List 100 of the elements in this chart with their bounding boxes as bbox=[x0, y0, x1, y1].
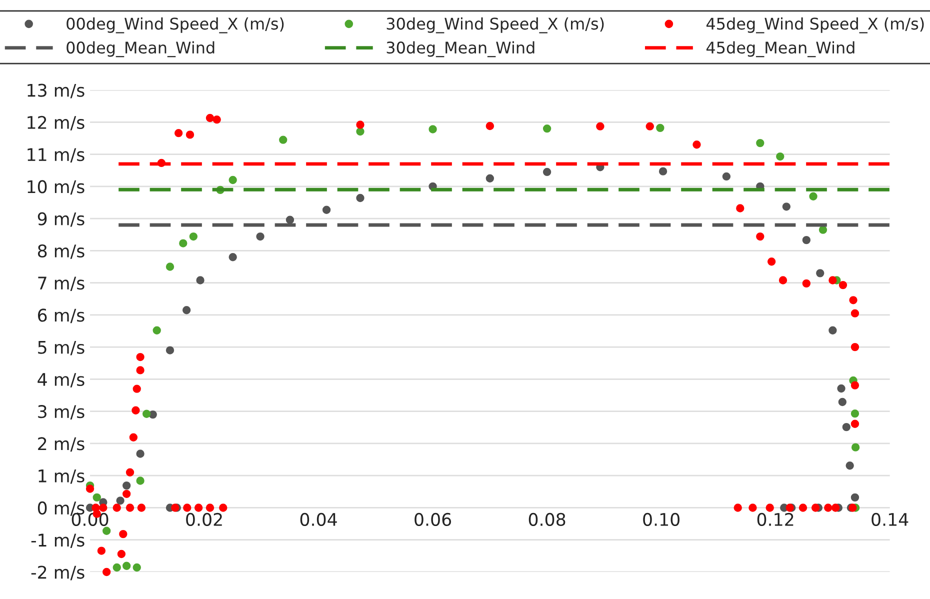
point bbox=[802, 279, 811, 288]
point bbox=[816, 269, 824, 278]
legend-label: 30deg_Mean_Wind bbox=[386, 41, 534, 58]
point bbox=[186, 130, 194, 139]
point bbox=[356, 120, 364, 129]
x-tick-label: 0.10 bbox=[643, 512, 680, 526]
point bbox=[722, 172, 731, 181]
point bbox=[838, 398, 846, 406]
point bbox=[97, 546, 106, 555]
point bbox=[122, 490, 131, 498]
point bbox=[166, 262, 174, 271]
point bbox=[846, 462, 854, 470]
point bbox=[850, 409, 860, 418]
y-tick-label: 7 m/s bbox=[38, 276, 84, 292]
y-tick-label: 10 m/s bbox=[28, 180, 84, 195]
x-tick-label: 0.08 bbox=[528, 512, 566, 526]
point bbox=[212, 115, 221, 124]
point bbox=[756, 232, 764, 241]
point bbox=[809, 192, 818, 200]
point bbox=[818, 226, 828, 234]
point bbox=[849, 296, 858, 304]
point bbox=[850, 420, 860, 428]
point bbox=[486, 174, 494, 182]
y-tick-label: 12 m/s bbox=[28, 116, 84, 130]
y-tick-label: 4 m/s bbox=[38, 373, 84, 388]
y-tick-label: 13 m/s bbox=[28, 84, 84, 98]
y-tick-label: 3 m/s bbox=[38, 405, 84, 420]
point bbox=[92, 504, 100, 512]
legend-label: 00deg_Wind Speed_X (m/s) bbox=[66, 17, 284, 34]
legend-label: 45deg_Mean_Wind bbox=[706, 41, 854, 58]
point bbox=[734, 504, 742, 512]
point bbox=[842, 422, 850, 432]
point bbox=[596, 122, 604, 130]
point bbox=[152, 326, 161, 334]
point bbox=[92, 493, 101, 502]
point bbox=[129, 433, 138, 442]
y-tick-label: 8 m/s bbox=[38, 244, 84, 259]
y-tick-label: 9 m/s bbox=[38, 212, 84, 227]
point bbox=[656, 124, 664, 132]
point bbox=[117, 550, 126, 558]
point bbox=[767, 258, 776, 266]
point bbox=[486, 122, 494, 130]
y-tick-label: 2 m/s bbox=[38, 437, 84, 452]
point bbox=[182, 306, 191, 314]
point bbox=[542, 124, 552, 133]
y-tick-label: 11 m/s bbox=[28, 148, 84, 162]
point bbox=[142, 410, 151, 418]
point bbox=[219, 504, 228, 512]
point bbox=[194, 504, 203, 512]
point bbox=[126, 468, 134, 476]
point bbox=[137, 504, 146, 512]
point bbox=[256, 232, 264, 241]
point bbox=[279, 136, 288, 144]
point bbox=[811, 504, 820, 512]
point bbox=[136, 450, 144, 458]
point bbox=[189, 232, 198, 241]
point bbox=[132, 384, 141, 393]
x-tick-label: 0.14 bbox=[872, 512, 908, 526]
point bbox=[851, 443, 860, 452]
point bbox=[766, 504, 774, 512]
point bbox=[428, 125, 437, 134]
point bbox=[228, 176, 237, 184]
legend-label: 30deg_Wind Speed_X (m/s) bbox=[386, 17, 604, 34]
point bbox=[837, 384, 846, 393]
y-tick-label: -2 m/s bbox=[31, 566, 84, 580]
point bbox=[828, 276, 837, 284]
x-tick-label: 0.06 bbox=[414, 512, 452, 526]
point bbox=[116, 496, 124, 505]
point bbox=[776, 152, 784, 161]
point bbox=[196, 276, 204, 284]
point bbox=[658, 167, 668, 176]
legend-label: 45deg_Wind Speed_X (m/s) bbox=[706, 17, 924, 34]
point bbox=[136, 366, 144, 374]
point bbox=[838, 280, 848, 290]
y-tick-label: 6 m/s bbox=[38, 308, 84, 324]
point bbox=[206, 504, 214, 512]
point bbox=[850, 342, 860, 352]
point bbox=[132, 406, 140, 414]
point bbox=[183, 504, 192, 512]
point bbox=[122, 481, 131, 490]
point bbox=[356, 127, 364, 136]
point bbox=[122, 562, 131, 570]
point bbox=[228, 253, 237, 262]
x-tick-label: 0.02 bbox=[186, 512, 222, 526]
point bbox=[286, 216, 294, 224]
point bbox=[136, 476, 144, 485]
point bbox=[206, 114, 214, 122]
point bbox=[850, 309, 860, 318]
point bbox=[99, 504, 108, 512]
point bbox=[802, 236, 811, 244]
point bbox=[136, 352, 144, 362]
point bbox=[692, 140, 701, 149]
point bbox=[778, 276, 788, 284]
point bbox=[828, 326, 837, 334]
point bbox=[756, 138, 764, 148]
point bbox=[748, 504, 757, 512]
y-tick-label: 5 m/s bbox=[38, 341, 84, 356]
point bbox=[179, 239, 188, 248]
point bbox=[132, 563, 141, 572]
point bbox=[322, 206, 331, 214]
